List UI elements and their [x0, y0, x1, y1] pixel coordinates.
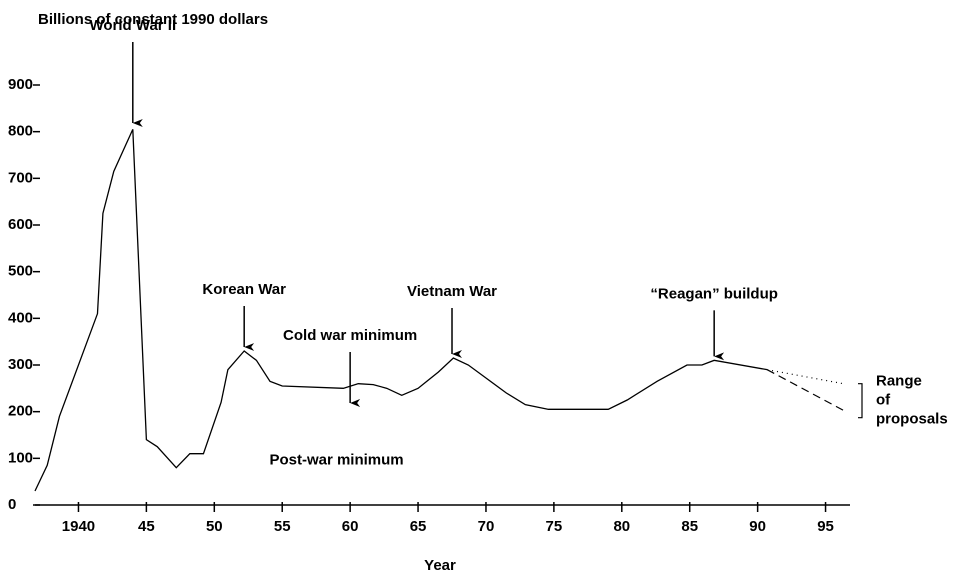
annotation: Cold war minimum — [283, 327, 417, 344]
y-tick-label: 900 — [8, 76, 33, 93]
y-tick-label: 400 — [8, 309, 33, 326]
annotation: Vietnam War — [407, 283, 497, 300]
annotation: World War II — [89, 17, 176, 34]
y-tick-label: 100 — [8, 449, 33, 466]
annotation: Post-war minimum — [269, 452, 403, 469]
x-tick-label: 90 — [749, 518, 766, 535]
x-tick-label: 80 — [613, 518, 630, 535]
range-bracket — [858, 383, 863, 419]
x-tick-label: 65 — [410, 518, 427, 535]
annotation: “Reagan” buildup — [650, 285, 778, 302]
x-axis-label: Year — [424, 557, 456, 574]
x-tick-label: 45 — [138, 518, 155, 535]
y-tick-label: 200 — [8, 403, 33, 420]
y-tick-label: 700 — [8, 169, 33, 186]
range-note: of — [876, 391, 891, 408]
x-tick-label: 70 — [478, 518, 495, 535]
y-tick-label: 800 — [8, 123, 33, 140]
y-tick-label: 500 — [8, 263, 33, 280]
projection-line — [766, 369, 847, 413]
line — [34, 129, 768, 492]
range-note: Range — [876, 372, 922, 389]
range-note: proposals — [876, 410, 948, 427]
x-tick-label: 85 — [681, 518, 698, 535]
annotation: Korean War — [202, 281, 286, 298]
x-tick-label: 50 — [206, 518, 223, 535]
x-tick-label: 1940 — [62, 518, 95, 535]
projection-line — [767, 369, 844, 385]
x-tick-label: 60 — [342, 518, 359, 535]
y-tick-label: 600 — [8, 216, 33, 233]
x-tick-label: 75 — [546, 518, 563, 535]
y-tick-label: 0 — [8, 496, 16, 513]
x-tick-label: 55 — [274, 518, 291, 535]
x-tick-label: 95 — [817, 518, 834, 535]
subtitle: Billions of constant 1990 dollars — [38, 11, 268, 28]
y-tick-label: 300 — [8, 356, 33, 373]
